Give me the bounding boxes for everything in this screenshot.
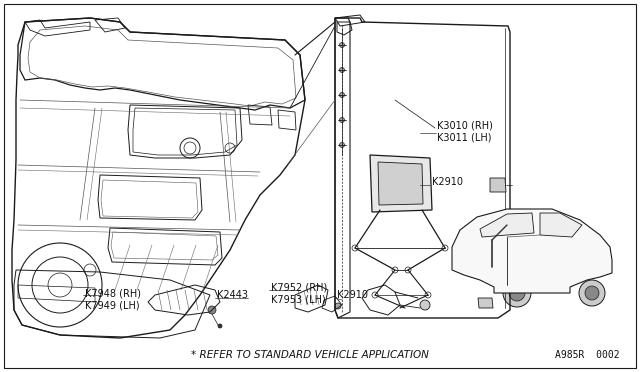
Circle shape	[509, 285, 525, 301]
Text: K7952 (RH): K7952 (RH)	[271, 282, 327, 292]
Circle shape	[352, 245, 358, 251]
Text: K3010 (RH): K3010 (RH)	[437, 120, 493, 130]
Polygon shape	[478, 298, 493, 308]
Text: K7948 (RH): K7948 (RH)	[85, 288, 141, 298]
Circle shape	[579, 280, 605, 306]
Text: K2443: K2443	[217, 290, 248, 300]
Circle shape	[208, 306, 216, 314]
Circle shape	[425, 292, 431, 298]
Text: K7953 (LH): K7953 (LH)	[271, 295, 326, 305]
Polygon shape	[540, 213, 582, 237]
Circle shape	[405, 267, 411, 273]
Polygon shape	[452, 209, 612, 293]
Circle shape	[339, 142, 344, 148]
Circle shape	[339, 118, 344, 122]
Circle shape	[420, 300, 430, 310]
Circle shape	[339, 93, 344, 97]
Polygon shape	[480, 213, 534, 237]
Circle shape	[218, 324, 222, 328]
Text: K7949 (LH): K7949 (LH)	[85, 301, 140, 311]
Circle shape	[339, 42, 344, 48]
Text: K2910: K2910	[432, 177, 463, 187]
Circle shape	[585, 286, 599, 300]
Text: A985R  0002: A985R 0002	[556, 350, 620, 360]
Circle shape	[392, 267, 398, 273]
Circle shape	[339, 67, 344, 73]
Circle shape	[442, 245, 448, 251]
Circle shape	[335, 303, 341, 309]
Circle shape	[503, 279, 531, 307]
Circle shape	[372, 292, 378, 298]
Polygon shape	[370, 155, 432, 212]
Polygon shape	[378, 162, 423, 205]
Text: * REFER TO STANDARD VEHICLE APPLICATION: * REFER TO STANDARD VEHICLE APPLICATION	[191, 350, 429, 360]
Polygon shape	[490, 178, 506, 192]
Text: K2910: K2910	[337, 290, 368, 300]
Text: K3011 (LH): K3011 (LH)	[437, 133, 492, 143]
